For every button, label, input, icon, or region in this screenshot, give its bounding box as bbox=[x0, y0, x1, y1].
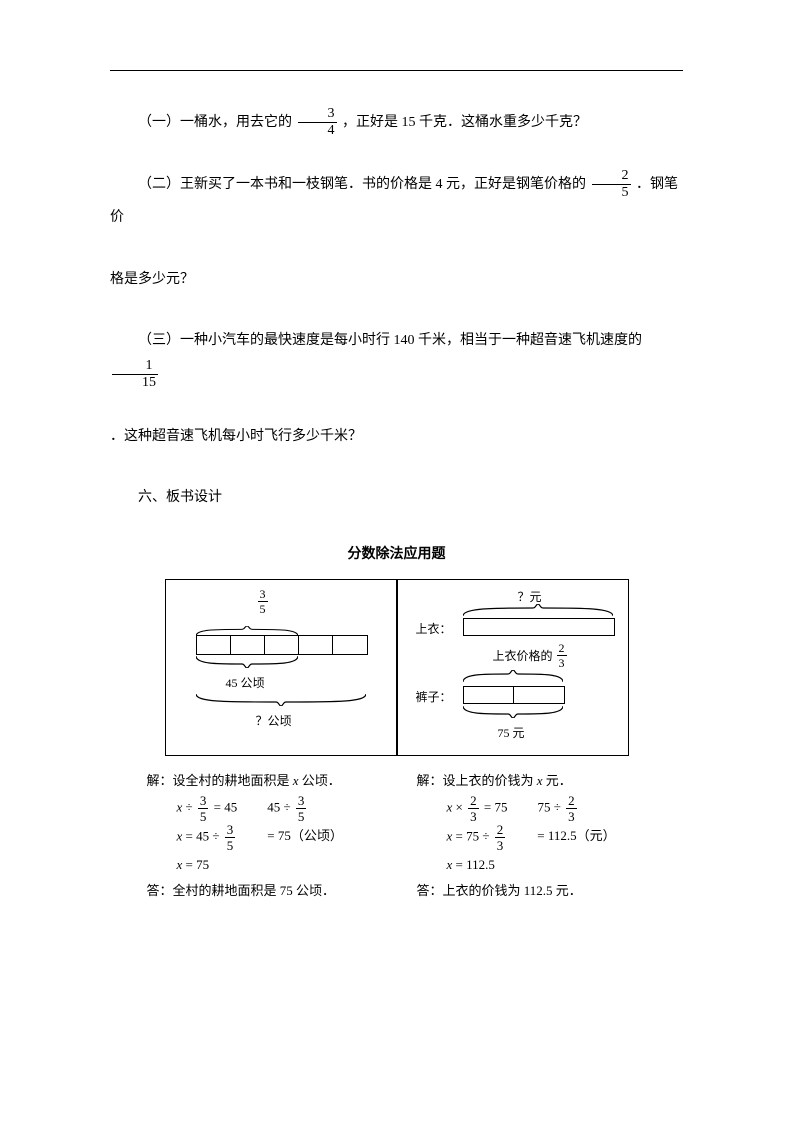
dright-row2-label: 裤子： bbox=[416, 688, 452, 705]
solutions-row: 解：设全村的耕地面积是 x 公顷． x ÷ 3 5 = 45 45 ÷ 3 bbox=[110, 768, 683, 904]
p2-frac-num: 2 bbox=[592, 169, 631, 185]
dleft-q-label: ？公顷 bbox=[256, 712, 292, 729]
solution-right: 解：设上衣的价钱为 x 元． x × 2 3 = 75 75 ÷ 2 bbox=[417, 768, 647, 904]
dleft-frac-num: 3 bbox=[258, 588, 268, 602]
sl-row2: x = 45 ÷ 3 5 = 75（公顷） bbox=[147, 823, 377, 852]
sr-line1: 解：设上衣的价钱为 x 元． bbox=[417, 768, 647, 794]
page: （一）一桶水，用去它的 3 4 ，正好是 15 千克．这桶水重多少千克？ （二）… bbox=[0, 0, 793, 1122]
p3-fraction: 1 15 bbox=[112, 359, 158, 390]
seg bbox=[231, 636, 265, 654]
sl-eq1b-frac: 3 5 bbox=[296, 794, 307, 823]
seg bbox=[514, 687, 564, 703]
sr-eq1b: 75 ÷ 2 3 bbox=[537, 794, 578, 823]
brace-bot-icon bbox=[463, 706, 563, 718]
sl-eq1b-pre: 45 ÷ bbox=[267, 799, 294, 814]
sl-eq1b: 45 ÷ 3 5 bbox=[267, 794, 308, 823]
dright-row1-label: 上衣： bbox=[416, 620, 452, 637]
n: 2 bbox=[566, 794, 577, 809]
sl-eq3: x = 75 bbox=[147, 852, 377, 878]
sr-eq2b: = 112.5（元） bbox=[537, 823, 615, 852]
sl-eq1-rhs: = 45 bbox=[214, 799, 238, 814]
dleft-bar bbox=[196, 635, 368, 655]
p1-frac-num: 3 bbox=[298, 107, 337, 123]
seg bbox=[299, 636, 333, 654]
sr-eq1: x × 2 3 = 75 bbox=[447, 794, 508, 823]
p1-frac-den: 4 bbox=[298, 123, 337, 138]
brace-full-icon bbox=[196, 694, 366, 706]
p1-post: ，正好是 15 千克．这桶水重多少千克？ bbox=[342, 115, 587, 130]
dright-mid-num: 2 bbox=[557, 642, 567, 656]
problem-2: （二）王新买了一本书和一枝钢笔．书的价格是 4 元，正好是钢笔价格的 2 5 ．… bbox=[110, 168, 683, 235]
problem-2-line2: 格是多少元？ bbox=[110, 263, 683, 297]
problem-3: （三）一种小汽车的最快速度是每小时行 140 千米，相当于一种超音速飞机速度的 … bbox=[110, 324, 683, 391]
d: 3 bbox=[495, 838, 506, 852]
seg bbox=[333, 636, 366, 654]
n: 3 bbox=[296, 794, 307, 809]
sr-eq1-frac: 2 3 bbox=[468, 794, 479, 823]
sr-eq3: x = 112.5 bbox=[417, 852, 647, 878]
sr-eq1b-pre: 75 ÷ bbox=[537, 799, 564, 814]
dright-75-label: 75 元 bbox=[498, 724, 525, 741]
sr-eq1b-frac: 2 3 bbox=[566, 794, 577, 823]
p2-pre: （二）王新买了一本书和一枝钢笔．书的价格是 4 元，正好是钢笔价格的 bbox=[138, 177, 586, 192]
diagrams-row: 3 5 45 公顷 bbox=[110, 579, 683, 756]
sl-eq1: x ÷ 3 5 = 45 bbox=[177, 794, 238, 823]
dleft-45-label: 45 公顷 bbox=[226, 674, 265, 691]
problem-1: （一）一桶水，用去它的 3 4 ，正好是 15 千克．这桶水重多少千克？ bbox=[110, 106, 683, 140]
seg bbox=[197, 636, 231, 654]
p3-frac-den: 15 bbox=[112, 375, 158, 390]
sr-row1: x × 2 3 = 75 75 ÷ 2 3 bbox=[417, 794, 647, 823]
sl-eq2: x = 45 ÷ 3 5 bbox=[177, 823, 238, 852]
sl-eq2-frac: 3 5 bbox=[225, 823, 236, 852]
sl-answer: 答：全村的耕地面积是 75 公顷． bbox=[147, 878, 377, 904]
d: 3 bbox=[468, 809, 479, 823]
sr-eq2-frac: 2 3 bbox=[495, 823, 506, 852]
p2-frac-den: 5 bbox=[592, 185, 631, 200]
dright-top-label: ？元 bbox=[518, 588, 542, 605]
dleft-top-frac: 3 5 bbox=[258, 588, 268, 615]
sl-line1: 解：设全村的耕地面积是 x 公顷． bbox=[147, 768, 377, 794]
d: 5 bbox=[296, 809, 307, 823]
sr-row2: x = 75 ÷ 2 3 = 112.5（元） bbox=[417, 823, 647, 852]
dleft-frac-den: 5 bbox=[258, 602, 268, 615]
diagram-left: 3 5 45 公顷 bbox=[165, 579, 397, 756]
sl-eq1-frac: 3 5 bbox=[198, 794, 209, 823]
brace-top1-icon bbox=[463, 604, 613, 616]
brace-bottom-icon bbox=[196, 656, 298, 668]
board-title: 分数除法应用题 bbox=[110, 543, 683, 563]
sl-eq2b: = 75（公顷） bbox=[267, 823, 343, 852]
d: 5 bbox=[225, 838, 236, 852]
problem-3-line2: ．这种超音速飞机每小时飞行多少千米？ bbox=[110, 420, 683, 454]
dright-mid-label: 上衣价格的 2 3 bbox=[493, 642, 569, 669]
solution-left: 解：设全村的耕地面积是 x 公顷． x ÷ 3 5 = 45 45 ÷ 3 bbox=[147, 768, 377, 904]
p1-fraction: 3 4 bbox=[298, 107, 337, 138]
brace-mid-icon bbox=[463, 670, 563, 682]
n: 3 bbox=[225, 823, 236, 838]
p2-fraction: 2 5 bbox=[592, 169, 631, 200]
section-6-heading: 六、板书设计 bbox=[110, 481, 683, 515]
dright-bar1 bbox=[463, 618, 615, 636]
sr-eq2: x = 75 ÷ 2 3 bbox=[447, 823, 508, 852]
d: 3 bbox=[566, 809, 577, 823]
seg bbox=[464, 687, 515, 703]
dright-mid-pre: 上衣价格的 bbox=[493, 647, 553, 664]
sl-row1: x ÷ 3 5 = 45 45 ÷ 3 5 bbox=[147, 794, 377, 823]
p3-pre: （三）一种小汽车的最快速度是每小时行 140 千米，相当于一种超音速飞机速度的 bbox=[138, 333, 642, 348]
sr-eq1-rhs: = 75 bbox=[484, 799, 508, 814]
p3-frac-num: 1 bbox=[112, 359, 158, 375]
n: 3 bbox=[198, 794, 209, 809]
sr-answer: 答：上衣的价钱为 112.5 元． bbox=[417, 878, 647, 904]
content: （一）一桶水，用去它的 3 4 ，正好是 15 千克．这桶水重多少千克？ （二）… bbox=[110, 106, 683, 904]
n: 2 bbox=[468, 794, 479, 809]
p1-pre: （一）一桶水，用去它的 bbox=[138, 115, 292, 130]
dright-mid-den: 3 bbox=[557, 656, 567, 669]
d: 5 bbox=[198, 809, 209, 823]
seg bbox=[265, 636, 299, 654]
dright-mid-frac: 2 3 bbox=[557, 642, 567, 669]
header-rule bbox=[110, 70, 683, 71]
dright-bar2 bbox=[463, 686, 565, 704]
n: 2 bbox=[495, 823, 506, 838]
diagram-right: ？元 上衣： 上衣价格的 2 3 裤子： bbox=[397, 579, 629, 756]
